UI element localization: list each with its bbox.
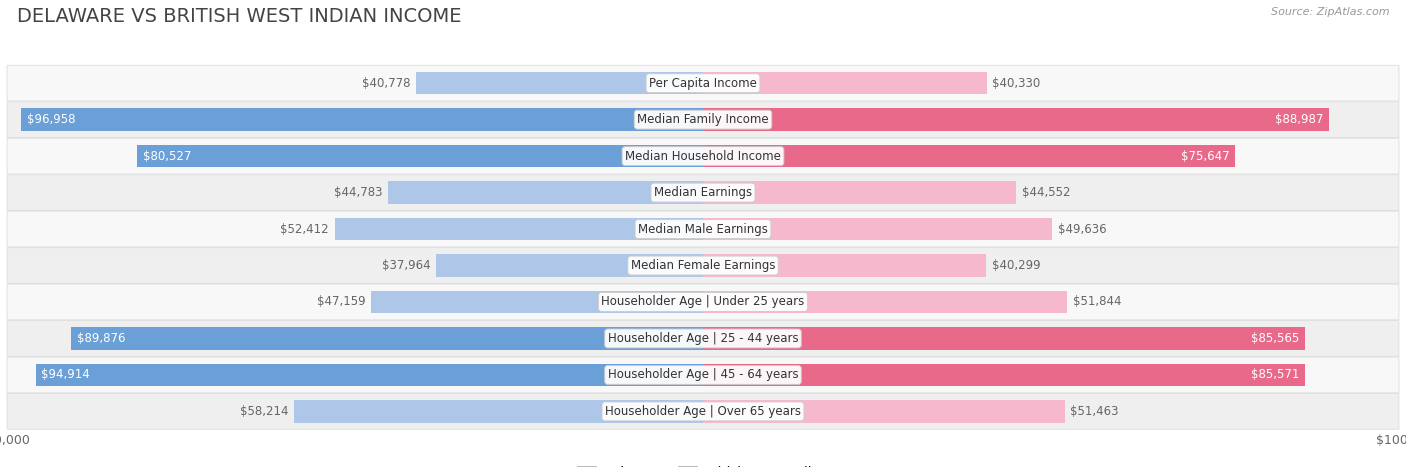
Bar	[335, 218, 703, 241]
Text: $96,958: $96,958	[27, 113, 76, 126]
Bar	[388, 181, 703, 204]
Bar	[136, 145, 703, 167]
Bar	[416, 72, 703, 94]
Bar	[72, 327, 703, 350]
FancyBboxPatch shape	[7, 65, 1399, 101]
FancyBboxPatch shape	[7, 175, 1399, 211]
Text: Householder Age | Over 65 years: Householder Age | Over 65 years	[605, 405, 801, 418]
Bar	[436, 254, 703, 277]
FancyBboxPatch shape	[7, 357, 1399, 393]
FancyBboxPatch shape	[7, 102, 1399, 137]
Text: $40,330: $40,330	[993, 77, 1040, 90]
Text: $44,552: $44,552	[1022, 186, 1070, 199]
Text: Householder Age | 25 - 44 years: Householder Age | 25 - 44 years	[607, 332, 799, 345]
Legend: Delaware, British West Indian: Delaware, British West Indian	[572, 461, 834, 467]
Text: $49,636: $49,636	[1057, 223, 1107, 235]
Text: Source: ZipAtlas.com: Source: ZipAtlas.com	[1271, 7, 1389, 17]
Text: $40,778: $40,778	[363, 77, 411, 90]
Text: Median Male Earnings: Median Male Earnings	[638, 223, 768, 235]
Text: $80,527: $80,527	[142, 149, 191, 163]
Text: DELAWARE VS BRITISH WEST INDIAN INCOME: DELAWARE VS BRITISH WEST INDIAN INCOME	[17, 7, 461, 26]
FancyBboxPatch shape	[7, 320, 1399, 356]
Text: $58,214: $58,214	[239, 405, 288, 418]
Bar	[703, 364, 1305, 386]
Text: $51,844: $51,844	[1073, 296, 1122, 309]
Bar	[703, 181, 1017, 204]
Text: $85,571: $85,571	[1250, 368, 1299, 382]
Bar	[703, 290, 1067, 313]
Bar	[21, 108, 703, 131]
Bar	[703, 218, 1052, 241]
Text: Householder Age | Under 25 years: Householder Age | Under 25 years	[602, 296, 804, 309]
Text: $52,412: $52,412	[280, 223, 329, 235]
Text: $40,299: $40,299	[991, 259, 1040, 272]
Text: $37,964: $37,964	[382, 259, 430, 272]
Bar	[703, 72, 987, 94]
Text: Median Household Income: Median Household Income	[626, 149, 780, 163]
Bar	[35, 364, 703, 386]
Text: Householder Age | 45 - 64 years: Householder Age | 45 - 64 years	[607, 368, 799, 382]
FancyBboxPatch shape	[7, 138, 1399, 174]
Text: $51,463: $51,463	[1070, 405, 1119, 418]
Bar	[703, 145, 1234, 167]
Text: $89,876: $89,876	[77, 332, 125, 345]
FancyBboxPatch shape	[7, 394, 1399, 429]
Text: Median Female Earnings: Median Female Earnings	[631, 259, 775, 272]
FancyBboxPatch shape	[7, 211, 1399, 247]
Text: Median Family Income: Median Family Income	[637, 113, 769, 126]
Bar	[294, 400, 703, 423]
Text: $94,914: $94,914	[41, 368, 90, 382]
Bar	[703, 400, 1064, 423]
Text: $44,783: $44,783	[335, 186, 382, 199]
Text: $88,987: $88,987	[1275, 113, 1323, 126]
Text: $47,159: $47,159	[318, 296, 366, 309]
FancyBboxPatch shape	[7, 248, 1399, 283]
Bar	[703, 254, 986, 277]
Text: $75,647: $75,647	[1181, 149, 1229, 163]
Bar	[371, 290, 703, 313]
Text: $85,565: $85,565	[1251, 332, 1299, 345]
Text: Median Earnings: Median Earnings	[654, 186, 752, 199]
Text: Per Capita Income: Per Capita Income	[650, 77, 756, 90]
Bar	[703, 327, 1305, 350]
FancyBboxPatch shape	[7, 284, 1399, 320]
Bar	[703, 108, 1329, 131]
